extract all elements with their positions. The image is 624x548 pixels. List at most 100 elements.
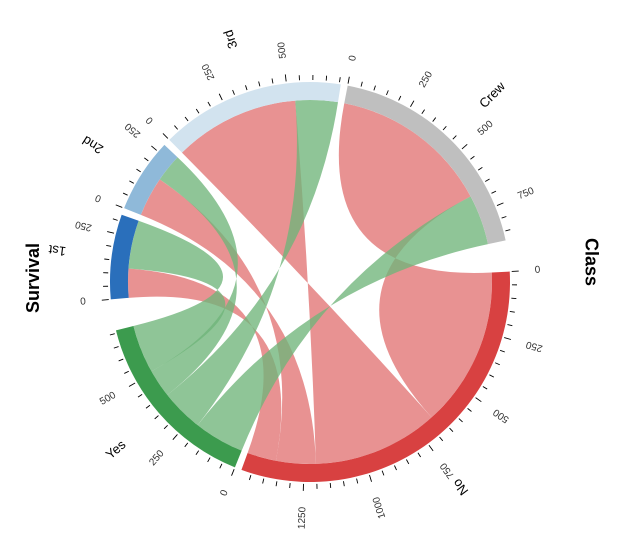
tick <box>272 79 273 84</box>
tick <box>491 191 495 193</box>
tick-label: 0 <box>347 54 359 62</box>
tick <box>357 479 358 484</box>
tick <box>394 465 396 470</box>
tick <box>196 451 199 455</box>
sector-label-first: 1st <box>47 242 66 259</box>
tick-label: 500 <box>476 118 496 138</box>
tick <box>220 464 222 468</box>
tick-label: 0 <box>218 488 230 498</box>
tick <box>361 82 362 87</box>
ribbons <box>128 100 492 464</box>
tick <box>285 74 286 81</box>
tick <box>502 216 507 218</box>
tick-label: 1000 <box>371 495 388 520</box>
tick <box>483 386 487 389</box>
tick <box>138 394 142 397</box>
tick <box>233 90 235 95</box>
group-label-left: Survival <box>23 243 43 313</box>
tick <box>185 117 188 121</box>
tick <box>129 181 133 183</box>
tick-label: 500 <box>98 390 118 408</box>
tick <box>495 363 500 365</box>
tick <box>155 416 159 419</box>
tick <box>382 471 384 476</box>
tick-label: 0 <box>80 296 87 307</box>
tick <box>489 375 493 377</box>
tick <box>505 230 510 231</box>
tick <box>478 167 482 170</box>
tick <box>208 458 210 462</box>
sector-label-crew: Crew <box>476 78 508 111</box>
tick <box>433 118 436 122</box>
tick <box>507 325 512 326</box>
tick <box>208 102 210 106</box>
tick <box>399 96 401 100</box>
sector-label-second: 2nd <box>80 133 106 157</box>
tick <box>429 445 433 451</box>
tick <box>245 85 247 90</box>
tick <box>196 109 199 113</box>
tick <box>369 475 371 482</box>
tick-label: 750 <box>438 460 457 480</box>
tick <box>450 428 453 432</box>
tick <box>259 81 260 86</box>
tick <box>146 405 150 408</box>
tick <box>410 101 413 107</box>
tick <box>102 300 109 301</box>
tick-label: 250 <box>524 338 543 353</box>
tick <box>249 475 250 480</box>
chord-diagram: 0250025002505000250500750025050075010001… <box>0 0 624 548</box>
group-label-right: Class <box>581 238 601 286</box>
tick <box>504 338 511 340</box>
tick <box>443 126 446 130</box>
tick <box>500 350 505 352</box>
tick <box>510 311 515 312</box>
tick <box>468 408 472 411</box>
tick-label: 0 <box>534 265 541 276</box>
tick-label: 250 <box>147 448 167 468</box>
tick <box>276 481 277 486</box>
sector-label-third: 3rd <box>220 28 240 51</box>
tick-label: 750 <box>516 185 536 202</box>
tick <box>476 398 482 402</box>
tick <box>339 77 340 82</box>
tick-label: 500 <box>491 406 511 425</box>
tick <box>485 179 489 181</box>
tick <box>173 434 178 439</box>
tick-label: 250 <box>200 61 217 81</box>
tick <box>174 126 177 130</box>
tick <box>114 347 119 349</box>
tick <box>263 479 264 484</box>
tick-label: 0 <box>93 191 103 203</box>
tick <box>110 334 115 335</box>
tick-label: 0 <box>144 114 156 126</box>
tick <box>123 193 128 195</box>
tick <box>418 453 421 457</box>
tick <box>185 443 188 447</box>
tick-label: 1250 <box>297 506 309 529</box>
tick <box>106 245 111 246</box>
sector-label-no: No <box>449 476 471 498</box>
tick <box>124 371 128 373</box>
tick <box>386 90 388 95</box>
tick <box>497 203 503 206</box>
tick <box>144 158 148 161</box>
tick-label: 250 <box>123 120 143 139</box>
tick <box>136 169 140 172</box>
tick <box>348 77 349 84</box>
tick <box>470 156 474 159</box>
tick <box>116 205 123 208</box>
tick <box>374 86 376 91</box>
tick <box>422 110 425 114</box>
tick-label: 500 <box>276 41 289 59</box>
tick-label: 250 <box>417 69 435 89</box>
tick <box>330 483 331 488</box>
tick-label: 250 <box>74 218 93 233</box>
tick <box>119 359 124 361</box>
tick <box>219 94 222 100</box>
tick <box>129 383 135 387</box>
tick <box>343 481 344 486</box>
sector-label-yes: Yes <box>103 437 129 463</box>
tick <box>462 144 467 149</box>
tick <box>406 460 408 464</box>
